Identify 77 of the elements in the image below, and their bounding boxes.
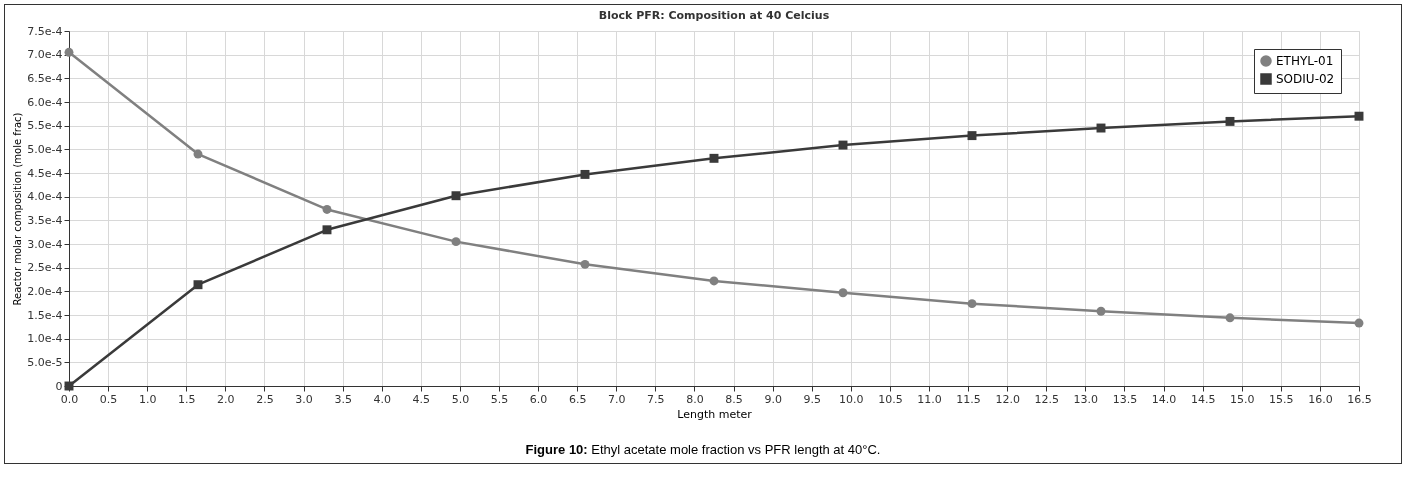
y-tick-label: 0 <box>55 379 63 393</box>
point <box>838 288 848 298</box>
y-tick-label: 5.5e-4 <box>27 119 63 133</box>
y-tick-label: 5.0e-4 <box>27 142 63 156</box>
x-tick-label: 0.5 <box>99 392 118 406</box>
point <box>451 191 461 201</box>
x-tick-label: 11.5 <box>956 392 981 406</box>
x-tick-label: 12.0 <box>995 392 1020 406</box>
x-tick-label: 14.5 <box>1190 392 1216 406</box>
y-tick-label: 2.0e-4 <box>27 284 63 298</box>
x-tick-label: 8.0 <box>686 392 704 406</box>
y-tick-label: 6.0e-4 <box>27 95 63 109</box>
x-tick-label: 9.5 <box>803 392 821 406</box>
point <box>1354 318 1364 328</box>
y-tick-label: 4.5e-4 <box>27 166 63 180</box>
y-tick-label: 1.5e-4 <box>27 308 63 322</box>
x-tick-label: 4.0 <box>373 392 391 406</box>
x-tick-label: 10.0 <box>839 392 864 406</box>
y-tick-label: 7.5e-4 <box>27 24 63 38</box>
point <box>967 299 977 309</box>
point <box>1225 116 1235 126</box>
point <box>193 149 203 159</box>
x-tick-label: 15.0 <box>1229 392 1255 406</box>
x-tick-label: 8.5 <box>725 392 743 406</box>
x-tick-label: 11.0 <box>917 392 942 406</box>
y-tick-label: 6.5e-4 <box>27 71 63 85</box>
y-tick-label: 7.0e-4 <box>27 48 63 62</box>
point <box>838 140 848 150</box>
x-tick-label: 6.0 <box>529 392 548 406</box>
x-tick-label: 2.0 <box>217 392 235 406</box>
x-tick-label: 10.5 <box>878 392 903 406</box>
x-tick-label: 7.0 <box>608 392 626 406</box>
point <box>322 204 332 214</box>
x-axis-title: Length meter <box>677 407 753 421</box>
legend-label: SODIU-02 <box>1276 72 1335 86</box>
x-tick-label: 1.5 <box>178 392 196 406</box>
x-tick-label: 15.5 <box>1269 392 1294 406</box>
x-tick-label: 5.0 <box>451 392 470 406</box>
y-tick-label: 2.5e-4 <box>27 261 63 275</box>
point <box>322 225 332 235</box>
x-tick-label: 3.0 <box>295 392 313 406</box>
x-tick-label: 9.0 <box>764 392 782 406</box>
point <box>1354 111 1364 121</box>
x-tick-label: 6.5 <box>568 392 587 406</box>
point <box>1096 306 1106 316</box>
x-tick-label: 7.5 <box>647 392 665 406</box>
x-tick-label: 1.0 <box>138 392 157 406</box>
chart-title: Block PFR: Composition at 40 Celcius <box>598 9 830 22</box>
x-tick-label: 16.0 <box>1308 392 1333 406</box>
y-tick-label: 5.0e-5 <box>27 355 63 369</box>
point <box>580 259 590 269</box>
point <box>193 280 203 290</box>
point <box>709 153 719 163</box>
y-tick-label: 1.0e-4 <box>27 332 63 346</box>
point <box>967 131 977 141</box>
point <box>451 237 461 247</box>
legend-label: ETHYL-01 <box>1276 54 1334 68</box>
x-tick-label: 13.0 <box>1073 392 1099 406</box>
x-tick-label: 13.5 <box>1112 392 1138 406</box>
caption: Figure 10: Ethyl acetate mole fraction vs PFR length at 40°C. <box>524 442 882 457</box>
y-tick-label: 3.0e-4 <box>27 237 63 251</box>
x-tick-label: 16.5 <box>1347 392 1372 406</box>
point <box>1096 123 1106 133</box>
x-tick-label: 3.5 <box>334 392 352 406</box>
x-tick-label: 5.5 <box>490 392 509 406</box>
point <box>64 47 74 57</box>
x-tick-label: 2.5 <box>256 392 274 406</box>
point <box>580 169 590 179</box>
y-axis-title: Reactor molar composition (mole frac) <box>12 112 24 306</box>
x-tick-label: 14.0 <box>1151 392 1177 406</box>
y-tick-label: 4.0e-4 <box>27 190 63 204</box>
x-tick-label: 4.5 <box>412 392 431 406</box>
point <box>1225 313 1235 323</box>
y-tick-label: 3.5e-4 <box>27 213 63 227</box>
x-tick-label: 12.5 <box>1034 392 1060 406</box>
x-tick-label: 0.0 <box>60 392 79 406</box>
point <box>709 276 719 286</box>
